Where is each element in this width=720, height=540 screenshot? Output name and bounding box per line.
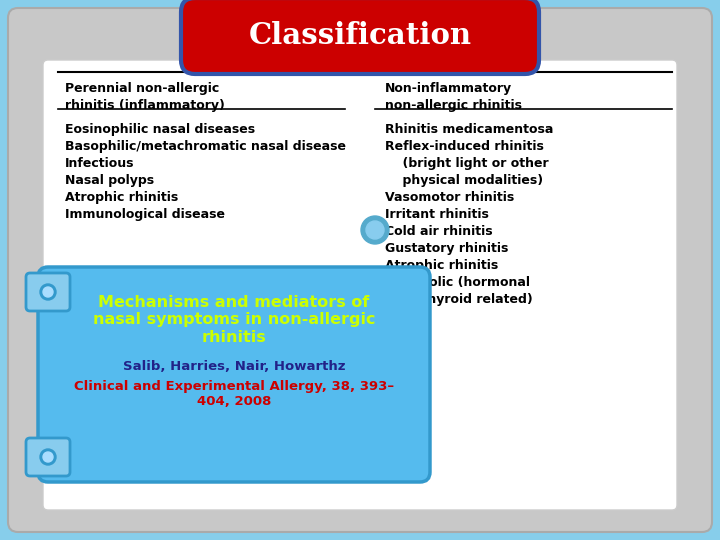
- Text: Classification: Classification: [248, 22, 472, 51]
- Text: Atrophic rhinitis: Atrophic rhinitis: [385, 259, 498, 272]
- FancyBboxPatch shape: [43, 60, 677, 510]
- Text: Nasal polyps: Nasal polyps: [65, 174, 154, 187]
- Circle shape: [43, 287, 53, 297]
- Text: Clinical and Experimental Allergy, 38, 393–
404, 2008: Clinical and Experimental Allergy, 38, 3…: [74, 380, 394, 408]
- FancyBboxPatch shape: [38, 267, 430, 482]
- Text: physical modalities): physical modalities): [385, 174, 543, 187]
- Text: Irritant rhinitis: Irritant rhinitis: [385, 208, 489, 221]
- Text: Non-inflammatory: Non-inflammatory: [385, 82, 512, 95]
- Text: Immunological disease: Immunological disease: [65, 208, 225, 221]
- Text: non-allergic rhinitis: non-allergic rhinitis: [385, 99, 522, 112]
- Text: Perennial non-allergic: Perennial non-allergic: [65, 82, 220, 95]
- Text: Atrophic rhinitis: Atrophic rhinitis: [65, 191, 179, 204]
- Circle shape: [40, 449, 56, 465]
- FancyBboxPatch shape: [26, 273, 70, 311]
- Text: Rhinitis medicamentosa: Rhinitis medicamentosa: [385, 123, 554, 136]
- Text: Infectious: Infectious: [65, 157, 135, 170]
- Text: Mechanisms and mediators of
nasal symptoms in non-allergic
rhinitis: Mechanisms and mediators of nasal sympto…: [93, 295, 375, 345]
- Text: or thyroid related): or thyroid related): [385, 293, 533, 306]
- Text: Cold air rhinitis: Cold air rhinitis: [385, 225, 492, 238]
- Text: rhinitis (inflammatory): rhinitis (inflammatory): [65, 99, 225, 112]
- Text: Gustatory rhinitis: Gustatory rhinitis: [385, 242, 508, 255]
- Circle shape: [40, 284, 56, 300]
- Text: Salib, Harries, Nair, Howarthz: Salib, Harries, Nair, Howarthz: [122, 360, 346, 373]
- Text: Vasomotor rhinitis: Vasomotor rhinitis: [385, 191, 514, 204]
- Circle shape: [361, 216, 389, 244]
- Circle shape: [366, 221, 384, 239]
- Text: Metabolic (hormonal: Metabolic (hormonal: [385, 276, 530, 289]
- Text: (bright light or other: (bright light or other: [385, 157, 549, 170]
- Text: Basophilic/metachromatic nasal disease: Basophilic/metachromatic nasal disease: [65, 140, 346, 153]
- Circle shape: [43, 452, 53, 462]
- Text: Eosinophilic nasal diseases: Eosinophilic nasal diseases: [65, 123, 255, 136]
- FancyBboxPatch shape: [26, 438, 70, 476]
- Text: Reflex-induced rhinitis: Reflex-induced rhinitis: [385, 140, 544, 153]
- FancyBboxPatch shape: [181, 0, 539, 74]
- FancyBboxPatch shape: [8, 8, 712, 532]
